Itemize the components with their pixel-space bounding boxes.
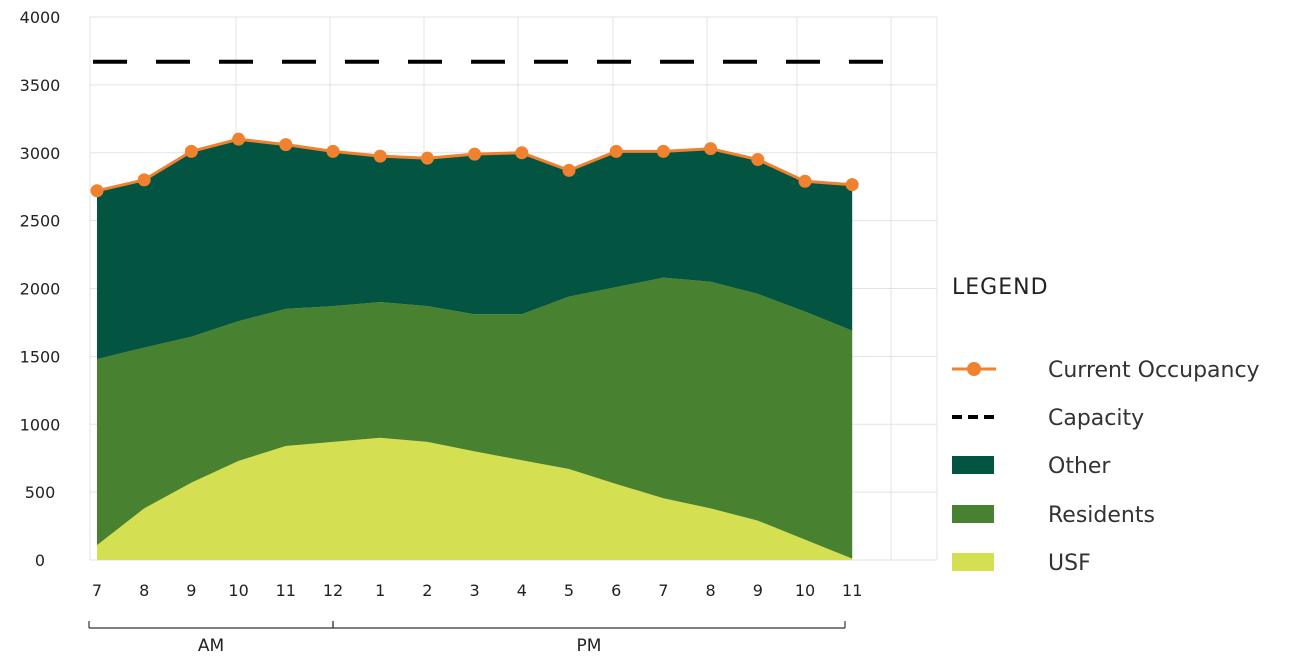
- occupancy-point: [515, 146, 529, 160]
- lines: [90, 59, 885, 198]
- legend: LEGEND Current Occupancy Capacity Other Resi…: [952, 275, 1260, 576]
- area-usf: [97, 437, 853, 560]
- legend-label-other: Other: [1048, 454, 1111, 479]
- x-tick-label: 11: [276, 581, 296, 600]
- occupancy-point: [468, 147, 482, 161]
- occupancy-point: [420, 151, 434, 165]
- legend-label-capacity: Capacity: [1048, 406, 1144, 431]
- y-tick-label: 1500: [20, 347, 61, 366]
- legend-marker-box: [952, 505, 994, 523]
- occupancy-point: [704, 142, 718, 156]
- x-tick-label: 11: [842, 581, 862, 600]
- y-tick-label: 3500: [20, 76, 61, 95]
- legend-title: LEGEND: [952, 275, 1049, 300]
- x-tick-label: 9: [753, 581, 763, 600]
- occupancy-point: [279, 138, 293, 152]
- occupancy-point: [656, 144, 670, 158]
- x-tick-label: 6: [611, 581, 621, 600]
- legend-label-residents: Residents: [1048, 503, 1155, 528]
- occupancy-point: [326, 144, 340, 158]
- occupancy-point: [184, 144, 198, 158]
- group-label-pm: PM: [577, 636, 602, 655]
- occupancy-point: [232, 132, 246, 146]
- occupancy-point: [798, 174, 812, 188]
- legend-label-current-occupancy: Current Occupancy: [1048, 358, 1260, 383]
- occupancy-point: [751, 153, 765, 167]
- x-tick-label: 5: [564, 581, 574, 600]
- x-tick-label: 12: [323, 581, 343, 600]
- y-tick-label: 1000: [20, 415, 61, 434]
- y-tick-label: 2000: [20, 280, 61, 299]
- y-tick-label: 500: [25, 483, 56, 502]
- group-label-am: AM: [198, 636, 224, 655]
- stacked-areas: [97, 139, 853, 560]
- occupancy-point: [562, 163, 576, 177]
- x-tick-label: 8: [706, 581, 716, 600]
- area-other: [97, 139, 853, 360]
- x-tick-label: 4: [517, 581, 527, 600]
- occupancy-point: [137, 173, 151, 187]
- occupancy-point: [373, 149, 387, 163]
- occupancy-point: [609, 144, 623, 158]
- x-tick-label: 7: [658, 581, 668, 600]
- legend-marker-dot: [967, 362, 981, 376]
- y-tick-label: 2500: [20, 212, 61, 231]
- x-tick-label: 7: [92, 581, 102, 600]
- y-tick-label: 4000: [20, 8, 61, 27]
- x-tick-label: 3: [470, 581, 480, 600]
- x-tick-label: 8: [139, 581, 149, 600]
- legend-marker-box: [952, 456, 994, 474]
- x-tick-label: 10: [228, 581, 248, 600]
- x-tick-label: 2: [422, 581, 432, 600]
- y-tick-label: 0: [35, 551, 45, 570]
- legend-marker-box: [952, 553, 994, 571]
- x-tick-label: 1: [375, 581, 385, 600]
- y-tick-label: 3000: [20, 144, 61, 163]
- x-tick-label: 9: [186, 581, 196, 600]
- legend-label-usf: USF: [1048, 551, 1091, 576]
- occupancy-point: [845, 178, 859, 192]
- occupancy-point: [90, 184, 104, 198]
- area-residents: [97, 277, 853, 559]
- x-tick-label: 10: [795, 581, 815, 600]
